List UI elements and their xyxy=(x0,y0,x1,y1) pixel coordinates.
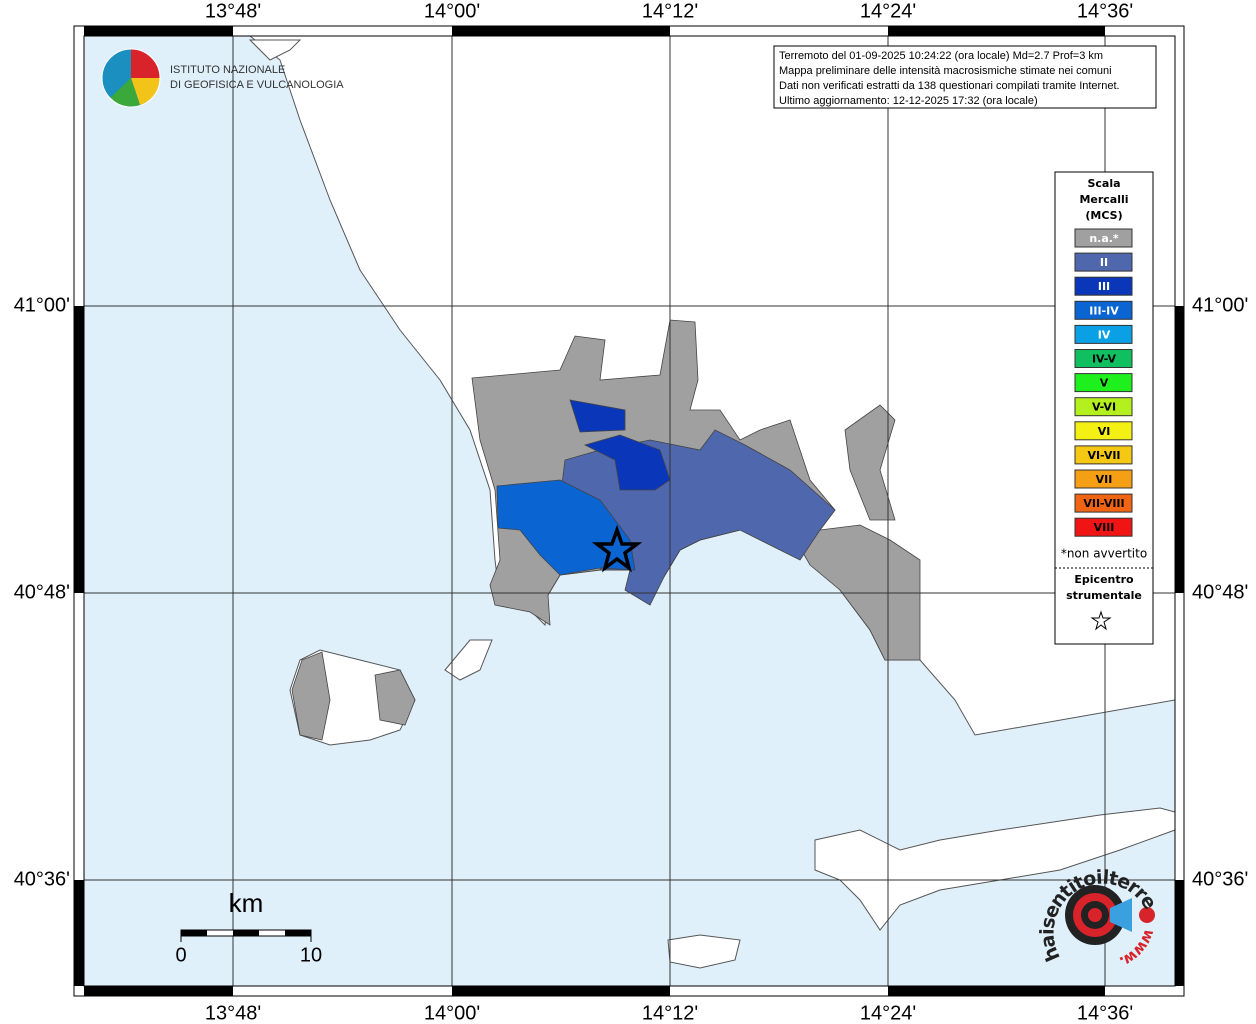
legend-title: Scala xyxy=(1087,177,1120,190)
legend-swatch xyxy=(1074,349,1133,368)
legend-swatch xyxy=(1074,252,1133,272)
legend-label: n.a.* xyxy=(1089,232,1119,245)
lon-label: 14°36' xyxy=(1077,1002,1133,1024)
logo-text: ISTITUTO NAZIONALE xyxy=(170,64,285,76)
logo-text: DI GEOFISICA E VULCANOLOGIA xyxy=(170,79,344,91)
legend-title: Mercalli xyxy=(1079,193,1128,206)
legend-title: (MCS) xyxy=(1085,209,1122,222)
legend: Scala Mercalli (MCS) *non avvertito Epic… xyxy=(1054,171,1154,645)
epicenter-label: Epicentro xyxy=(1074,573,1134,586)
lon-label: 14°00' xyxy=(424,0,480,22)
legend-label: III xyxy=(1098,280,1110,293)
header-line: Dati non verificati estratti da 138 ques… xyxy=(779,80,1120,92)
legend-swatch xyxy=(1074,373,1133,393)
scale-bar: km 0 10 xyxy=(175,888,322,966)
lon-label: 14°36' xyxy=(1077,0,1133,22)
legend-label: VII xyxy=(1096,473,1113,486)
legend-swatch xyxy=(1074,445,1133,465)
header-line: Mappa preliminare delle intensità macros… xyxy=(779,65,1112,77)
legend-swatch xyxy=(1074,421,1133,441)
municipality xyxy=(291,651,331,741)
legend-label: VIII xyxy=(1094,521,1115,534)
legend-swatch xyxy=(1074,493,1133,513)
lat-label: 40°36' xyxy=(1192,868,1248,890)
logo: ISTITUTO NAZIONALE DI GEOFISICA E VULCAN… xyxy=(101,48,344,108)
legend-label: IV xyxy=(1098,328,1111,341)
legend-label: III-IV xyxy=(1089,304,1119,317)
legend-label: VII-VIII xyxy=(1083,497,1124,510)
header-line: Terremoto del 01-09-2025 10:24:22 (ora l… xyxy=(779,50,1103,62)
lat-label: 40°48' xyxy=(1192,581,1248,603)
municipality xyxy=(496,479,636,576)
legend-label: II xyxy=(1100,256,1108,269)
frame xyxy=(73,25,1185,997)
tick-labels: 13°48' 14°00' 14°12' 14°24' 14°36' 13°48… xyxy=(14,0,1249,1024)
scale-label: 0 xyxy=(175,944,186,966)
legend-note: *non avvertito xyxy=(1061,547,1147,561)
legend-label: V-VI xyxy=(1092,401,1116,414)
legend-swatch xyxy=(1074,469,1133,489)
header-line: Ultimo aggiornamento: 12-12-2025 17:32 (… xyxy=(779,95,1038,107)
island xyxy=(248,39,302,61)
procida xyxy=(444,639,493,681)
lon-label: 14°12' xyxy=(642,1002,698,1024)
lat-label: 40°48' xyxy=(14,581,70,603)
legend-swatch xyxy=(1074,228,1133,248)
header-box: Terremoto del 01-09-2025 10:24:22 (ora l… xyxy=(773,45,1157,109)
lon-label: 14°24' xyxy=(860,1002,916,1024)
legend-swatch xyxy=(1074,517,1133,537)
scale-unit: km xyxy=(229,888,264,918)
epicenter-symbol xyxy=(1090,610,1112,631)
scale-label: 10 xyxy=(300,944,322,966)
legend-label: V xyxy=(1100,377,1109,390)
lon-label: 13°48' xyxy=(205,0,261,22)
legend-swatch xyxy=(1074,324,1133,344)
lon-label: 14°12' xyxy=(642,0,698,22)
legend-label: VI-VII xyxy=(1087,449,1120,462)
lon-label: 13°48' xyxy=(205,1002,261,1024)
legend-label: VI xyxy=(1098,425,1111,438)
lon-label: 14°00' xyxy=(424,1002,480,1024)
legend-label: IV-V xyxy=(1092,353,1117,366)
epicenter-star xyxy=(591,524,643,573)
lat-label: 41°00' xyxy=(14,294,70,316)
peninsula xyxy=(814,807,1176,931)
municipality xyxy=(583,434,671,491)
lat-label: 40°36' xyxy=(14,868,70,890)
lon-label: 14°24' xyxy=(860,0,916,22)
municipality xyxy=(374,669,416,726)
legend-swatch xyxy=(1074,300,1133,320)
epicenter-label: strumentale xyxy=(1066,589,1142,602)
graticule xyxy=(84,36,1175,986)
municipality xyxy=(569,399,626,433)
lat-label: 41°00' xyxy=(1192,294,1248,316)
legend-swatch xyxy=(1074,397,1133,417)
legend-swatch xyxy=(1074,276,1133,296)
